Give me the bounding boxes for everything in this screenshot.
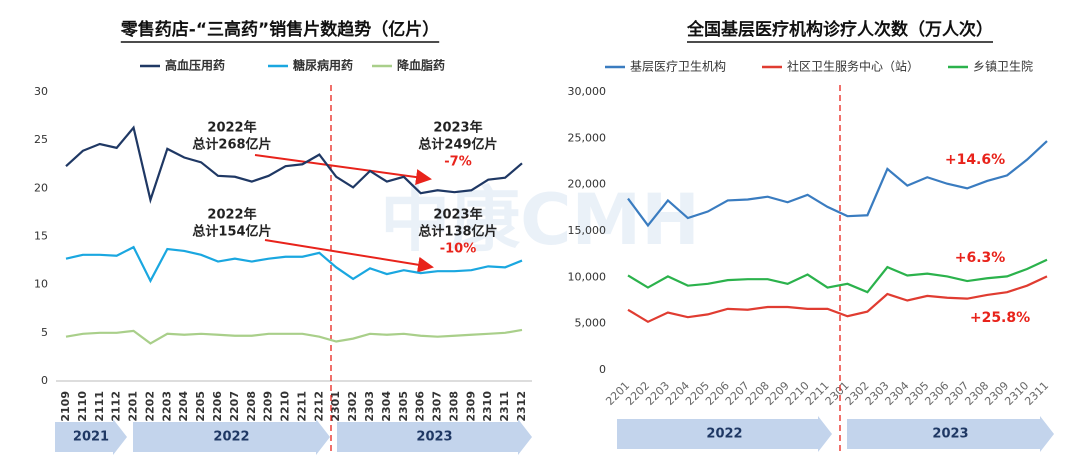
x-tick-label: 2309: [464, 391, 477, 422]
legend-label: 乡镇卫生院: [973, 60, 1033, 74]
period-band: [617, 416, 832, 452]
trend-arrow: [254, 154, 432, 186]
annotation: 2022年: [207, 207, 256, 223]
annotation: 总计268亿片: [192, 137, 271, 153]
annotation: 2023年: [433, 207, 482, 223]
series-line: [627, 140, 1048, 228]
x-tick-label: 2201: [127, 391, 140, 422]
x-tick-label: 2203: [160, 391, 173, 422]
annotation: 2023年: [433, 120, 482, 136]
period-label: 2022: [706, 427, 742, 442]
x-tick-label: 2204: [177, 391, 190, 422]
period-band: [55, 419, 127, 455]
y-tick-label: 20,000: [568, 178, 607, 191]
x-tick-label: 2211: [295, 391, 308, 422]
y-tick-label: 25: [34, 133, 48, 146]
x-tick-label: 2306: [414, 391, 427, 422]
y-tick-label: 15: [34, 230, 48, 243]
y-tick-label: 0: [41, 374, 48, 387]
period-band: [337, 419, 532, 455]
x-tick-label: 2207: [228, 391, 241, 422]
legend-label: 高血压用药: [165, 58, 225, 73]
x-tick-label: 2206: [211, 391, 224, 422]
x-tick-label: 2311: [1022, 379, 1051, 408]
y-tick-label: 30,000: [568, 85, 607, 98]
chart-title: 零售药店-“三高药”销售片数趋势（亿片）: [120, 19, 439, 40]
x-tick-label: 2111: [93, 391, 106, 422]
x-tick-label: 2210: [279, 391, 292, 422]
annotation: 2022年: [207, 120, 256, 136]
x-tick-label: 2212: [312, 391, 325, 422]
x-tick-label: 2302: [346, 391, 359, 422]
x-tick-label: 2312: [515, 391, 528, 422]
y-tick-label: 20: [34, 181, 48, 194]
annotation: 总计249亿片: [418, 137, 497, 153]
period-label: 2023: [416, 430, 452, 445]
y-tick-label: 5: [41, 326, 48, 339]
annotation: -10%: [440, 242, 477, 257]
x-tick-label: 2304: [380, 391, 393, 422]
series-line: [65, 245, 523, 284]
x-tick-label: 2112: [110, 391, 123, 422]
x-tick-label: 2307: [431, 391, 444, 422]
series-line: [627, 258, 1048, 294]
x-tick-label: 2308: [447, 391, 460, 422]
period-band: [847, 416, 1054, 452]
x-tick-label: 2208: [245, 391, 258, 422]
legend-label: 降血脂药: [397, 58, 445, 73]
series-line: [65, 125, 523, 204]
trend-arrow: [264, 239, 434, 273]
annotation: +14.6%: [945, 152, 1005, 168]
x-tick-label: 2202: [143, 391, 156, 422]
y-tick-label: 25,000: [568, 131, 607, 144]
series-line: [65, 328, 523, 345]
annotation: +25.8%: [970, 310, 1030, 326]
chart-title: 全国基层医疗机构诊疗人次数（万人次）: [686, 19, 993, 40]
period-label: 2023: [932, 427, 968, 442]
x-tick-label: 2209: [262, 391, 275, 422]
annotation: 总计138亿片: [418, 224, 497, 240]
period-band: [133, 419, 330, 455]
y-tick-label: 5,000: [575, 317, 607, 330]
y-tick-label: 30: [34, 85, 48, 98]
legend-label: 糖尿病用药: [293, 58, 353, 73]
period-label: 2022: [213, 430, 249, 445]
y-tick-label: 10,000: [568, 270, 607, 283]
x-tick-label: 2305: [397, 391, 410, 422]
x-tick-label: 2109: [59, 391, 72, 422]
x-tick-label: 2110: [76, 391, 89, 422]
x-tick-label: 2310: [481, 391, 494, 422]
y-tick-label: 15,000: [568, 224, 607, 237]
watermark: 中康CMH: [380, 179, 700, 261]
y-tick-label: 10: [34, 278, 48, 291]
x-tick-label: 2303: [363, 391, 376, 422]
annotation: -7%: [444, 155, 471, 170]
series-line: [627, 275, 1048, 324]
x-tick-label: 2311: [498, 391, 511, 422]
legend-label: 社区卫生服务中心（站）: [787, 59, 919, 74]
legend-label: 基层医疗卫生机构: [630, 59, 726, 74]
annotation: 总计154亿片: [192, 224, 271, 240]
period-label: 2021: [73, 430, 109, 445]
x-tick-label: 2301: [329, 391, 342, 422]
annotation: +6.3%: [955, 250, 1006, 266]
y-tick-label: 0: [599, 363, 606, 376]
x-tick-label: 2205: [194, 391, 207, 422]
